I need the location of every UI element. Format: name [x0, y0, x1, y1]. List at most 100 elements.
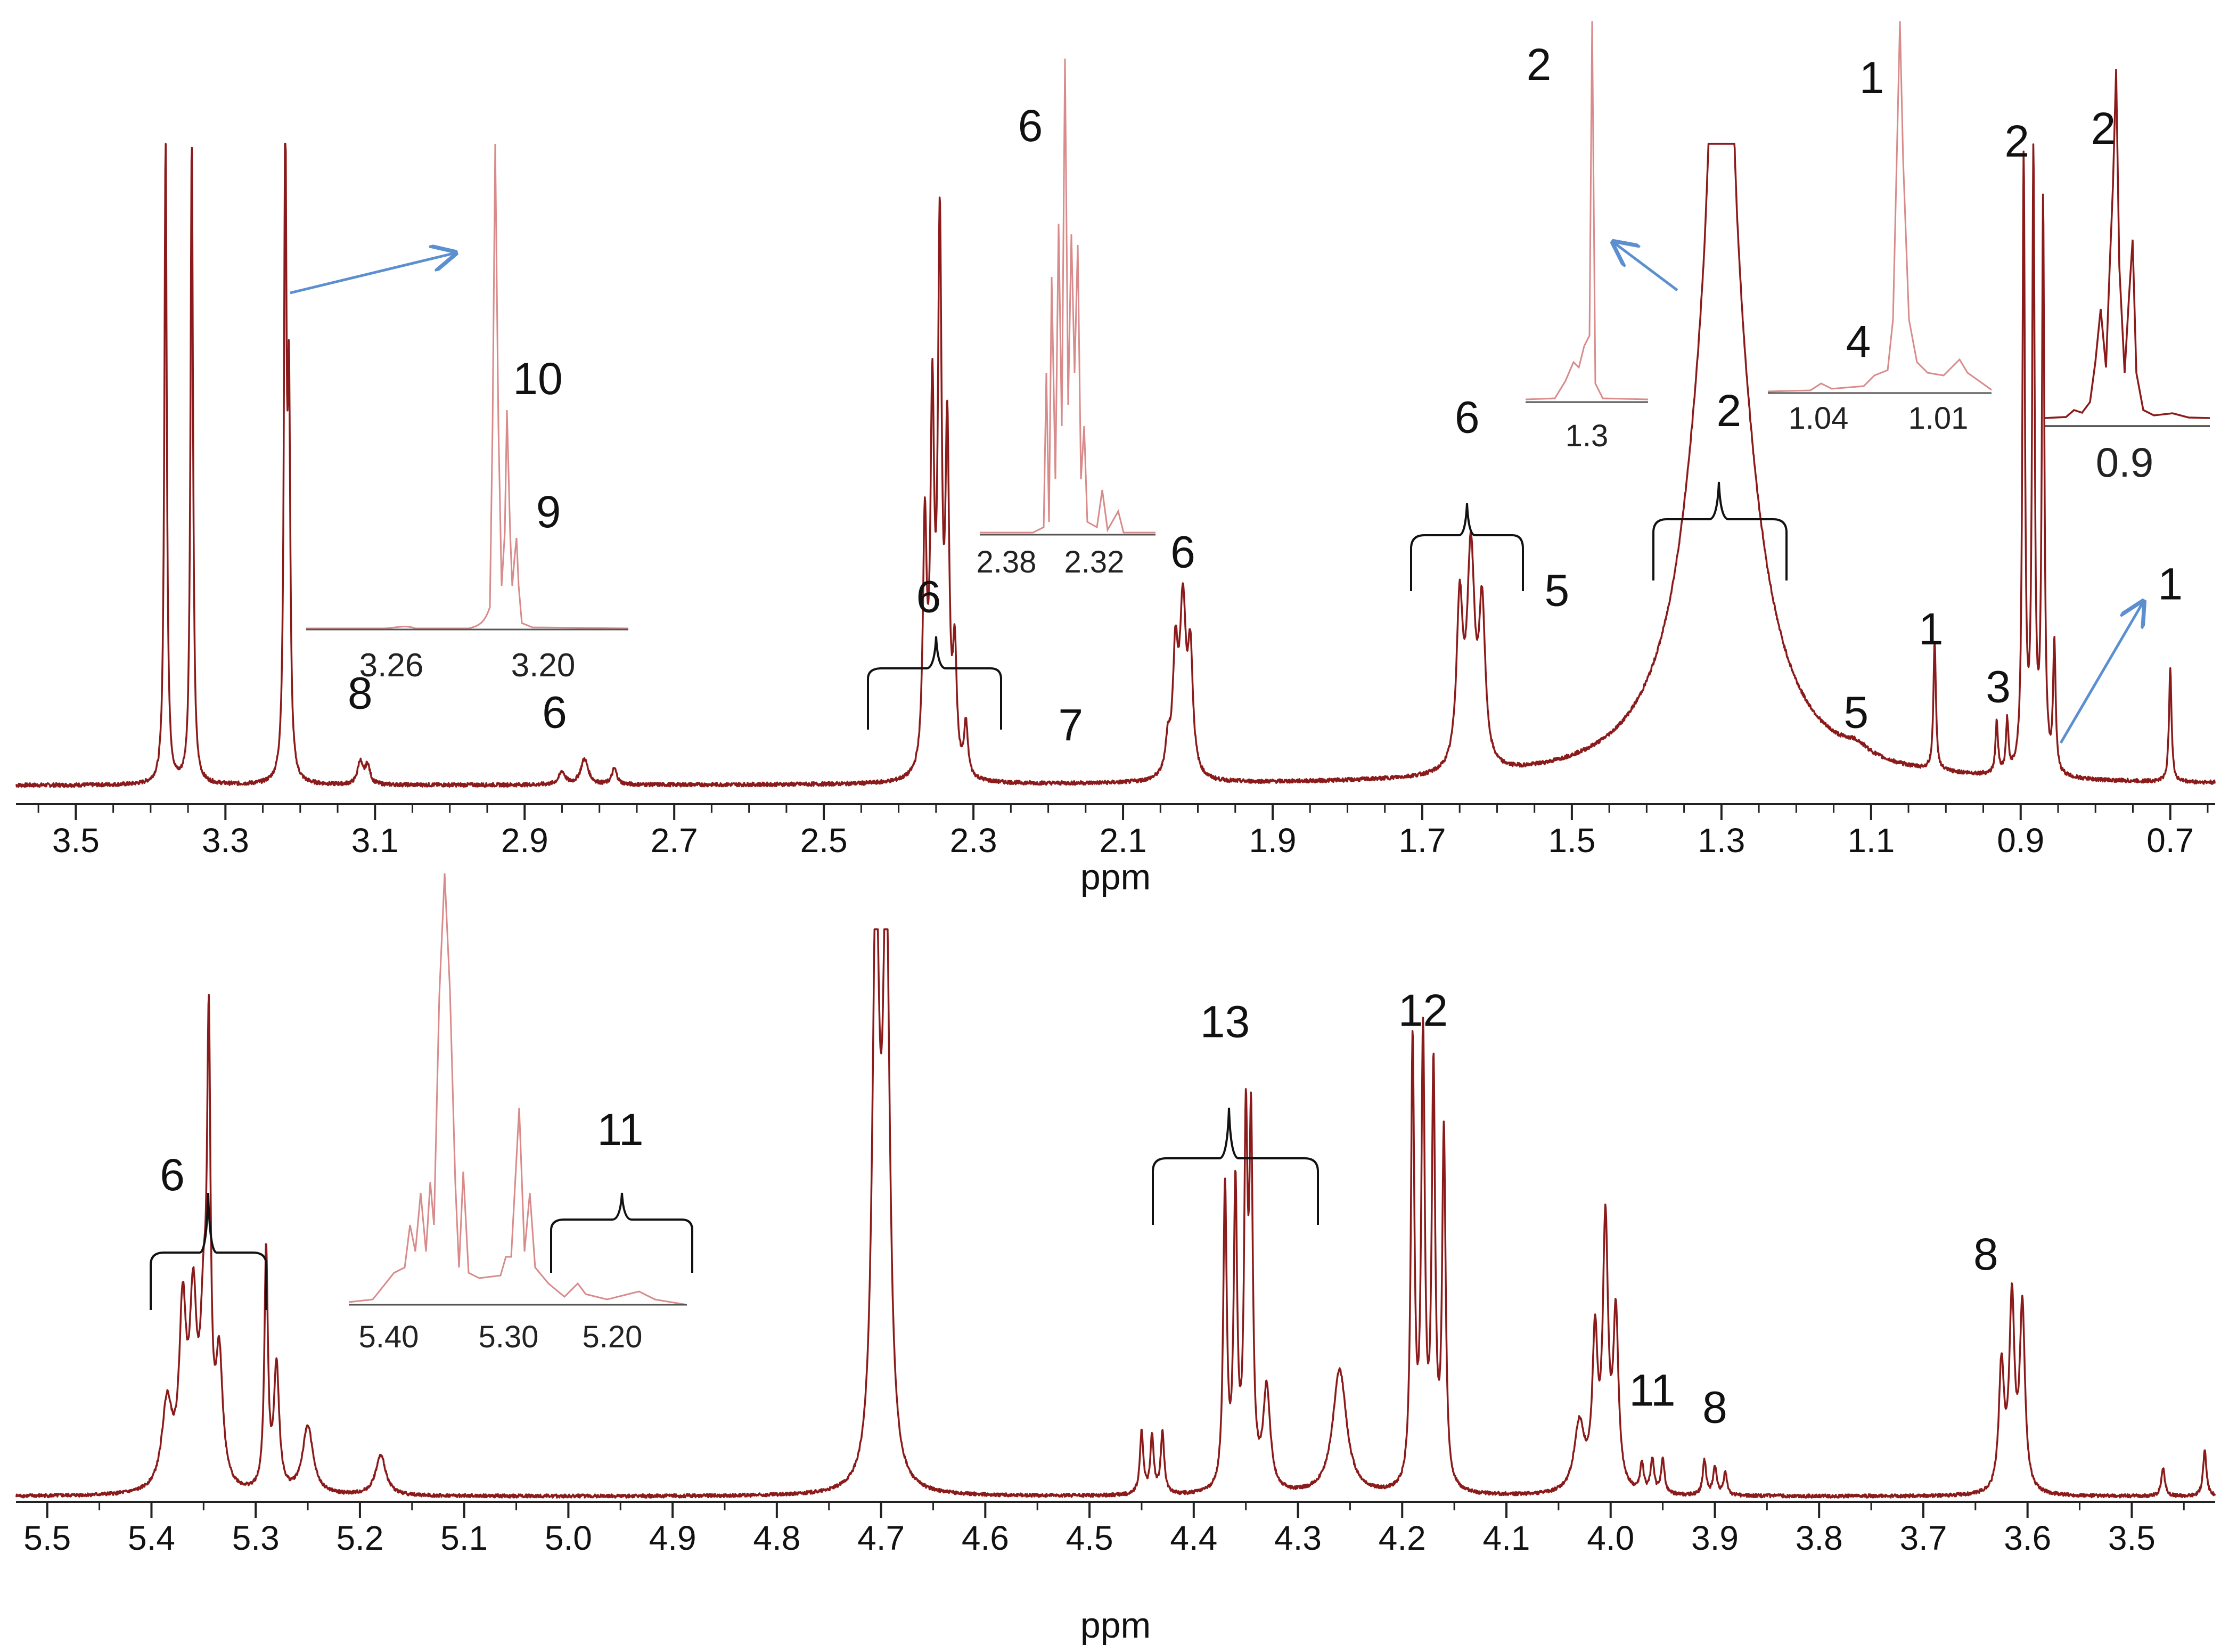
x-tick-label: 4.4	[1170, 1519, 1217, 1557]
x-tick-label: 2.5	[800, 821, 848, 860]
inset-2.35: 2.38 2.32 6	[977, 58, 1156, 579]
x-tick-label: 4.8	[753, 1519, 800, 1557]
region-brace	[867, 636, 1002, 730]
x-tick-label: 5.4	[128, 1519, 175, 1557]
top-spectrum-panel: 3.5 3.3 3.1 2.9 2.7 2.5 2.3 2.1 1.9 1.7 1.5 1.3 1.1 0…	[15, 116, 2216, 897]
peak-label: 7	[1058, 700, 1083, 750]
x-tick-label: 5.1	[440, 1519, 488, 1557]
inset-trace	[980, 58, 1156, 534]
inset-trace	[1525, 21, 1649, 400]
peak-label: 1	[1859, 53, 1884, 103]
peak-label: 8	[1702, 1383, 1727, 1433]
inset-tick: 1.3	[1566, 419, 1609, 453]
x-axis-title: ppm	[1080, 1605, 1151, 1646]
region-brace	[1410, 503, 1524, 591]
x-tick-label: 3.6	[2004, 1519, 2051, 1557]
x-tick-label: 2.7	[651, 821, 698, 860]
region-brace	[550, 1192, 693, 1273]
x-tick-label: 4.3	[1274, 1519, 1322, 1557]
peak-label: 1	[1919, 604, 1944, 654]
x-tick-label: 4.2	[1379, 1519, 1426, 1557]
x-tick-label: 2.1	[1100, 821, 1147, 860]
x-tick-label: 1.1	[1847, 821, 1895, 860]
x-tick-label: 2.3	[950, 821, 997, 860]
peak-label: 5	[1544, 566, 1569, 616]
inset-1.3: 1.3 2	[1525, 21, 1649, 453]
inset-tick: 2.32	[1064, 545, 1125, 579]
x-tick-label: 0.9	[1997, 821, 2044, 860]
peak-label: 6	[542, 688, 567, 738]
inset-tick: 5.30	[479, 1320, 539, 1354]
inset-tick: 2.38	[977, 545, 1037, 579]
peak-label: 10	[513, 354, 562, 404]
x-tick-label: 0.7	[2146, 821, 2194, 860]
peak-label: 11	[597, 1105, 643, 1155]
spectrum-trace	[15, 143, 2216, 788]
peak-label: 8	[1973, 1229, 1998, 1279]
inset-tick: 5.40	[359, 1320, 419, 1354]
peak-label: 6	[1170, 527, 1195, 577]
x-tick-label: 4.1	[1483, 1519, 1530, 1557]
x-tick-label: 3.7	[1899, 1519, 1947, 1557]
x-tick-label: 4.6	[962, 1519, 1009, 1557]
inset-tick: 1.04	[1789, 401, 1849, 436]
peak-label: 6	[1018, 101, 1043, 151]
x-tick-label: 5.5	[23, 1519, 71, 1557]
arrow-to-inset-1.3	[1613, 242, 1678, 291]
inset-trace	[2044, 69, 2210, 419]
x-axis-title: ppm	[1080, 857, 1151, 897]
peak-label: 6	[916, 572, 941, 622]
x-tick-label: 3.5	[52, 821, 100, 860]
x-tick-label: 1.3	[1698, 821, 1745, 860]
peak-label: 2	[2004, 116, 2029, 166]
x-tick-label: 4.9	[649, 1519, 696, 1557]
arrow-to-inset-3.2	[290, 253, 455, 295]
peak-label: 2	[1527, 39, 1552, 89]
peak-label: 6	[1455, 392, 1480, 442]
x-tick-label: 3.5	[2108, 1519, 2156, 1557]
peak-label: 9	[536, 487, 561, 537]
region-brace	[1152, 1107, 1319, 1225]
x-tick-label: 5.3	[232, 1519, 280, 1557]
peak-label: 3	[1986, 661, 2011, 711]
peak-label: 8	[348, 668, 373, 718]
x-tick-label: 5.2	[336, 1519, 383, 1557]
peak-label: 12	[1398, 985, 1448, 1035]
region-braces	[150, 481, 1788, 1310]
x-tick-label: 3.9	[1691, 1519, 1739, 1557]
peak-label: 11	[1629, 1365, 1675, 1416]
peak-label: 4	[1846, 316, 1871, 366]
inset-1.01: 1.04 1.01 1 4	[1767, 21, 1992, 436]
bottom-spectrum-panel: 5.5 5.4 5.3 5.2 5.1 5.0 4.9 4.8 4.7 4.6 4.5 4.4 4.3 4…	[15, 928, 2216, 1646]
spectrum-trace	[15, 928, 2216, 1499]
inset-tick: 1.01	[1908, 401, 1969, 436]
inset-tick: 5.20	[583, 1320, 643, 1354]
peak-label: 13	[1200, 996, 1250, 1046]
x-tick-label: 4.0	[1587, 1519, 1634, 1557]
inset-trace	[306, 143, 629, 629]
x-tick-label: 3.3	[202, 821, 249, 860]
region-brace	[1652, 481, 1788, 580]
inset-tick: 3.20	[511, 647, 576, 684]
x-tick-label: 3.8	[1796, 1519, 1843, 1557]
inset-5.3: 5.40 5.30 5.20 11	[348, 873, 693, 1354]
peak-label: 6	[160, 1150, 185, 1200]
x-tick-label: 4.7	[857, 1519, 905, 1557]
pointer-arrows	[290, 242, 2143, 744]
peak-label: 2	[2091, 103, 2116, 153]
arrow-to-label-1	[2059, 602, 2143, 744]
peak-label: 5	[1843, 688, 1869, 738]
region-brace	[150, 1192, 267, 1310]
peak-label: 2	[1717, 386, 1742, 436]
x-tick-label: 1.5	[1548, 821, 1595, 860]
inset-tick: 3.26	[359, 647, 424, 684]
inset-trace	[348, 873, 687, 1306]
x-tick-label: 1.7	[1398, 821, 1446, 860]
inset-tick: 0.9	[2096, 439, 2153, 486]
x-tick-label: 5.0	[545, 1519, 592, 1557]
inset-3.2: 3.26 3.20 10 9	[306, 143, 629, 684]
peak-label: 1	[2158, 559, 2183, 609]
x-tick-label: 4.5	[1066, 1519, 1113, 1557]
inset-trace	[1767, 21, 1992, 392]
